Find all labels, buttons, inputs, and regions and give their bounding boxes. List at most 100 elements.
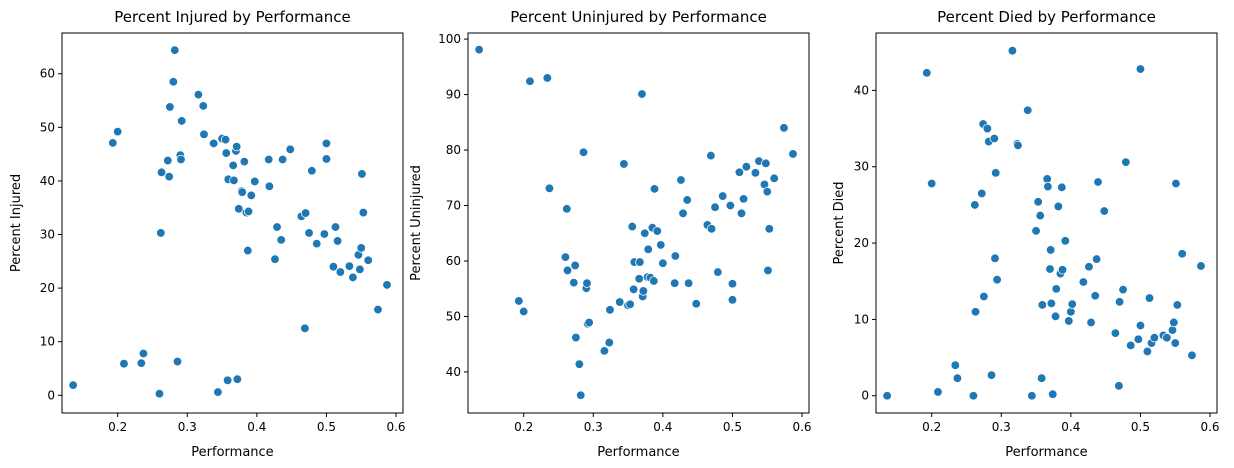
died-data-point — [1043, 181, 1053, 192]
uninjured-data-point — [514, 296, 524, 306]
injured-data-point — [154, 389, 165, 399]
uninjured-data-point — [762, 186, 772, 197]
died-data-point — [1060, 236, 1070, 246]
uninjured-data-point — [769, 173, 779, 184]
uninjured-chart-panel: Percent Uninjured by Performance 0.2 0.3 0… — [409, 8, 812, 460]
uninjured-data-point — [736, 208, 747, 218]
injured-data-point — [168, 77, 179, 87]
died-data-point — [1036, 373, 1047, 383]
died-data-point — [1084, 262, 1094, 272]
died-y-tick-label: 0 — [861, 389, 869, 403]
uninjured-plot-area — [467, 32, 810, 414]
died-data-point — [1057, 182, 1067, 193]
injured-data-point — [119, 359, 129, 369]
uninjured-data-point — [676, 175, 686, 185]
uninjured-data-point — [584, 317, 594, 328]
uninjured-x-tick-label: 0.3 — [584, 420, 603, 434]
uninjured-data-point — [638, 286, 649, 296]
injured-x-tick-label: 0.5 — [317, 420, 336, 434]
uninjured-data-point — [706, 150, 716, 161]
injured-data-point — [198, 101, 208, 111]
uninjured-data-point — [578, 147, 589, 157]
uninjured-data-point — [713, 267, 723, 277]
died-data-point — [1013, 140, 1023, 151]
uninjured-data-point — [604, 337, 614, 348]
uninjured-data-point — [727, 295, 738, 305]
died-data-point — [1091, 254, 1102, 264]
died-x-tick-label: 0.2 — [922, 420, 941, 434]
injured-data-point — [112, 126, 123, 137]
injured-data-point — [243, 245, 253, 256]
uninjured-data-point — [750, 168, 761, 178]
injured-data-point — [229, 175, 239, 186]
died-data-point — [968, 391, 979, 401]
uninjured-data-point — [652, 226, 662, 236]
died-data-point — [1031, 226, 1041, 236]
uninjured-data-point — [725, 200, 736, 211]
injured-data-point — [172, 356, 183, 367]
died-chart-title: Percent Died by Performance — [937, 8, 1156, 26]
died-data-point — [1177, 249, 1187, 259]
died-data-point — [1046, 298, 1057, 309]
injured-data-point — [156, 167, 167, 178]
died-data-point — [1045, 264, 1055, 274]
died-data-point — [1057, 265, 1068, 275]
died-data-point — [933, 387, 943, 397]
uninjured-data-point — [560, 252, 571, 262]
uninjured-data-point — [682, 195, 692, 205]
died-y-tick-label: 20 — [854, 236, 869, 250]
died-x-axis-label: Performance — [1005, 445, 1087, 460]
injured-plot-area — [61, 32, 404, 414]
died-data-point — [926, 178, 937, 189]
injured-chart-points — [68, 45, 392, 399]
injured-data-point — [321, 138, 332, 149]
injured-y-tick-label: 10 — [40, 335, 55, 349]
uninjured-data-point — [678, 208, 688, 218]
injured-y-tick-label: 60 — [40, 67, 55, 81]
injured-data-point — [285, 144, 295, 154]
uninjured-data-point — [670, 251, 681, 261]
died-y-tick-label: 10 — [854, 312, 869, 326]
died-data-point — [1051, 284, 1061, 294]
uninjured-data-point — [779, 123, 789, 133]
uninjured-data-point — [658, 258, 668, 268]
injured-x-tick-label: 0.4 — [247, 420, 266, 434]
injured-data-point — [177, 116, 187, 126]
injured-data-point — [136, 358, 147, 368]
uninjured-data-point — [761, 158, 771, 169]
died-data-point — [1046, 245, 1056, 255]
injured-data-point — [243, 206, 254, 217]
died-x-tick-label: 0.4 — [1061, 420, 1080, 434]
injured-data-point — [237, 187, 247, 197]
uninjured-data-point — [571, 332, 581, 343]
uninjured-data-point — [764, 224, 775, 234]
injured-x-axis-label: Performance — [191, 445, 273, 460]
injured-data-point — [330, 222, 341, 232]
uninjured-data-point — [637, 89, 647, 99]
injured-data-point — [264, 181, 275, 191]
died-data-point — [1114, 297, 1125, 307]
died-data-point — [1037, 300, 1047, 310]
died-data-point — [1078, 277, 1089, 287]
injured-data-point — [373, 304, 383, 315]
died-data-point — [1086, 317, 1096, 328]
uninjured-chart-title: Percent Uninjured by Performance — [510, 8, 767, 26]
died-data-point — [1162, 333, 1172, 343]
uninjured-data-point — [634, 274, 644, 284]
uninjured-y-axis-ticks: 40 50 60 70 80 90 100 — [438, 32, 468, 379]
injured-x-tick-label: 0.6 — [386, 420, 405, 434]
died-y-tick-label: 30 — [854, 160, 869, 174]
died-x-axis-ticks: 0.2 0.3 0.4 0.5 0.6 — [922, 413, 1220, 434]
injured-y-tick-label: 20 — [40, 281, 55, 295]
died-data-point — [1169, 317, 1179, 328]
died-data-point — [970, 307, 981, 317]
injured-x-tick-label: 0.3 — [178, 420, 197, 434]
injured-data-point — [356, 243, 366, 253]
died-data-point — [1196, 261, 1206, 271]
died-data-point — [982, 123, 993, 134]
died-data-point — [979, 291, 989, 302]
uninjured-data-point — [683, 278, 694, 288]
died-chart-points — [882, 46, 1206, 401]
injured-data-point — [319, 229, 330, 239]
